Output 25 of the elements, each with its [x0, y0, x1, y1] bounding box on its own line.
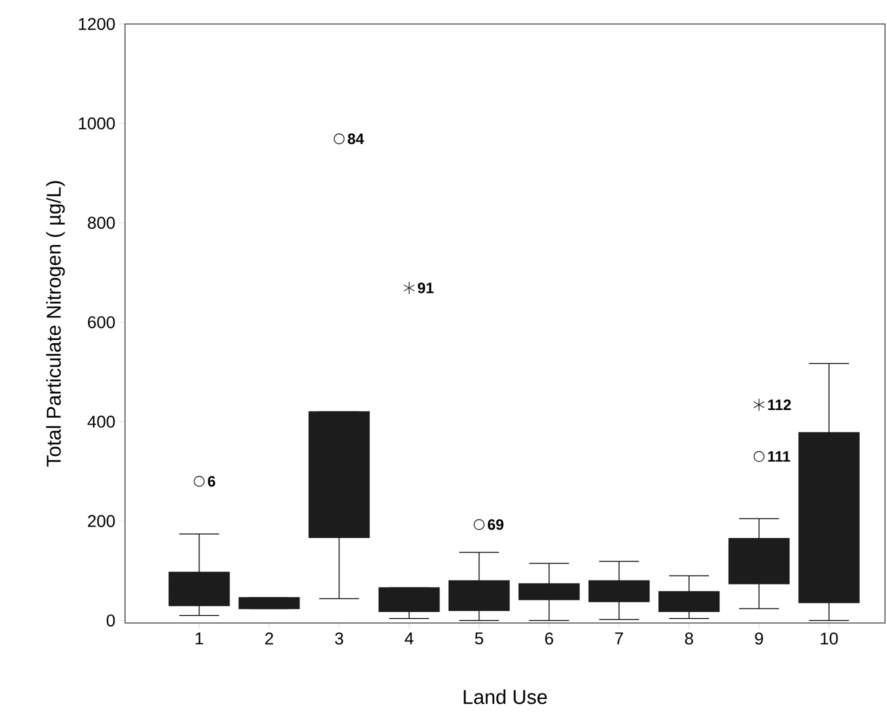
annotation: 6 [208, 476, 216, 487]
y-tick-label: 400 [88, 416, 115, 428]
x-tick-label: 10 [820, 632, 838, 645]
y-tick-label: 600 [88, 316, 115, 328]
annotation: 112 [768, 400, 791, 410]
y-tick-label: 800 [88, 216, 115, 229]
annotation: 91 [418, 282, 434, 294]
y-tick-label: 1000 [78, 117, 115, 130]
x-tick-label: 3 [335, 632, 344, 645]
x-axis-title: Land Use [464, 689, 547, 704]
y-tick-label: 1200 [78, 18, 115, 30]
x-tick-label: 1 [196, 632, 204, 644]
y-axis-title: Total Particulate Nitrogen ( µg/L) [46, 181, 65, 467]
x-tick-label: 9 [755, 632, 763, 645]
annotation: 69 [488, 519, 504, 530]
annotation: 111 [768, 451, 790, 462]
x-tick-label: 4 [404, 632, 414, 644]
y-tick-label: 0 [106, 614, 115, 627]
x-tick-label: 7 [615, 632, 623, 644]
x-tick-label: 2 [265, 632, 274, 644]
x-tick-label: 6 [545, 632, 554, 645]
y-tick-label: 200 [88, 515, 115, 528]
x-tick-label: 5 [475, 632, 484, 644]
x-tick-label: 8 [685, 632, 694, 645]
annotation: 84 [348, 134, 364, 144]
